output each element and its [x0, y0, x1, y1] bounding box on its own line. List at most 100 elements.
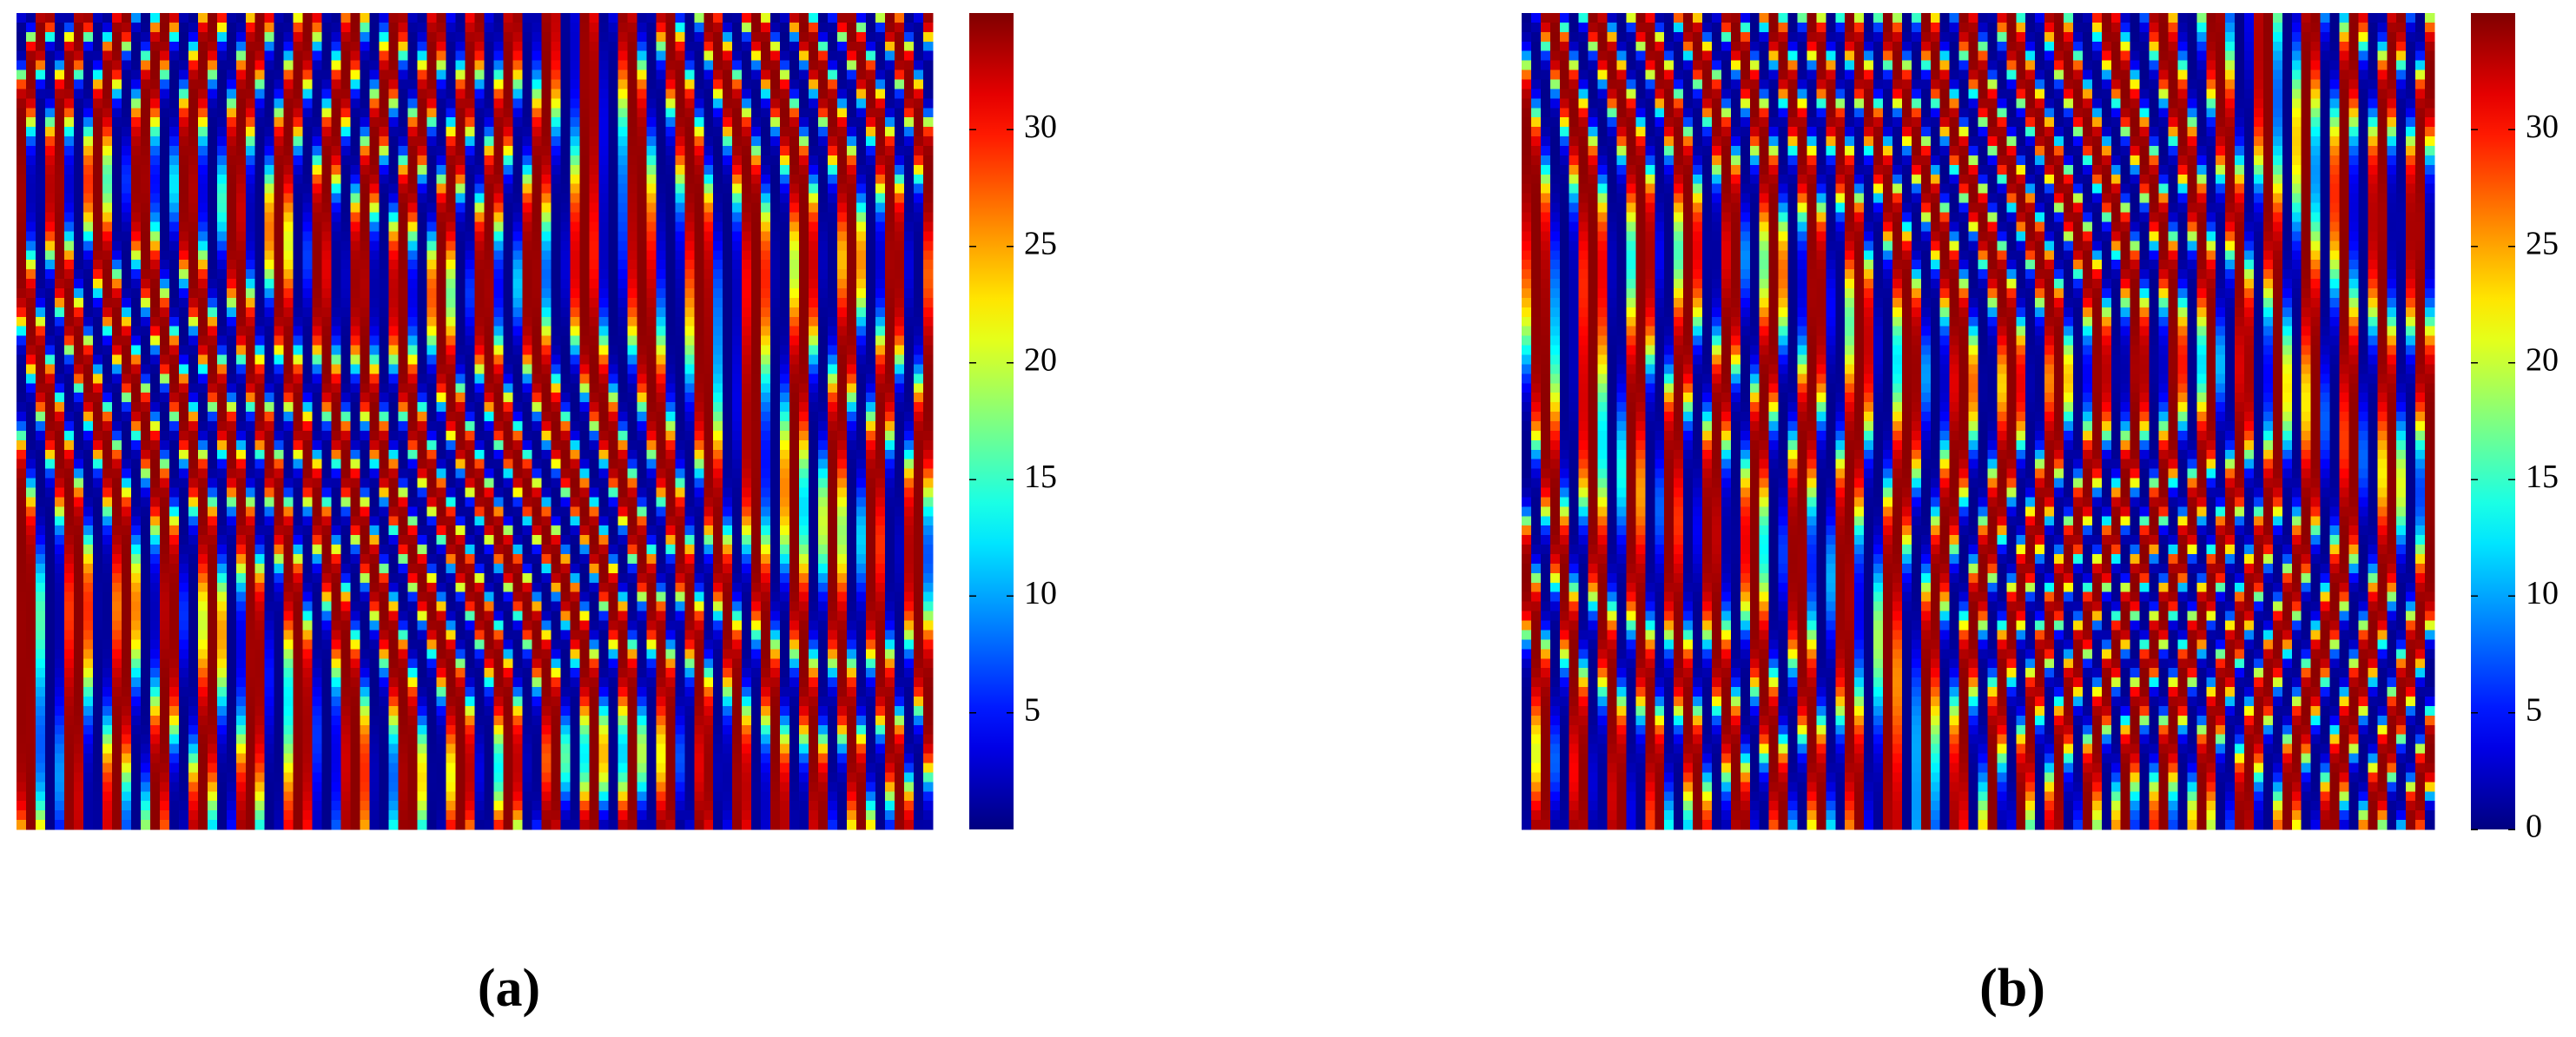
heatmap-cell	[130, 193, 142, 204]
heatmap-cell	[541, 202, 552, 214]
heatmap-cell	[875, 335, 886, 347]
heatmap-cell	[637, 117, 647, 128]
heatmap-cell	[551, 164, 562, 175]
heatmap-cell	[484, 127, 495, 137]
heatmap-cell	[895, 393, 905, 403]
heatmap-cell	[761, 393, 771, 403]
heatmap-cell	[35, 231, 46, 241]
heatmap-cell	[17, 393, 27, 403]
heatmap-cell	[17, 439, 27, 451]
heatmap-cell	[618, 421, 628, 432]
heatmap-cell	[732, 79, 743, 90]
heatmap-cell	[331, 155, 342, 166]
heatmap-cell	[340, 316, 352, 327]
heatmap-cell	[35, 373, 46, 384]
heatmap-cell	[904, 174, 915, 185]
heatmap-cell	[484, 155, 495, 166]
heatmap-cell	[35, 383, 46, 393]
heatmap-cell	[579, 335, 590, 347]
heatmap-cell	[140, 383, 151, 393]
heatmap-cell	[646, 335, 657, 347]
heatmap-cell	[723, 449, 733, 460]
heatmap-cell	[235, 430, 247, 441]
heatmap-cell	[17, 421, 27, 432]
heatmap-cell	[379, 412, 390, 422]
heatmap-cell	[770, 89, 781, 99]
heatmap-cell	[732, 421, 743, 432]
heatmap-cell	[560, 307, 571, 318]
heatmap-cell	[446, 373, 457, 384]
heatmap-cell	[92, 183, 103, 195]
heatmap-cell	[446, 287, 457, 299]
heatmap-cell	[732, 183, 743, 195]
heatmap-cell	[875, 287, 886, 299]
heatmap-cell	[168, 459, 180, 470]
heatmap-cell	[522, 127, 533, 137]
heatmap-cell	[637, 174, 647, 185]
heatmap-cell	[570, 193, 580, 204]
heatmap-cell	[522, 13, 533, 23]
heatmap-cell	[856, 127, 867, 137]
heatmap-cell	[54, 260, 65, 270]
heatmap-cell	[818, 287, 829, 299]
heatmap-cell	[694, 439, 704, 451]
heatmap-cell	[809, 373, 819, 384]
heatmap-cell	[570, 459, 580, 470]
heatmap-cell	[168, 260, 180, 270]
heatmap-cell	[589, 487, 599, 499]
heatmap-cell	[618, 127, 628, 137]
heatmap-cell	[207, 459, 218, 470]
heatmap-cell	[608, 487, 618, 499]
heatmap-cell	[579, 250, 590, 261]
heatmap-cell	[216, 335, 228, 347]
heatmap-cell	[360, 117, 371, 128]
heatmap-cell	[35, 326, 46, 337]
heatmap-cell	[360, 108, 371, 118]
heatmap-cell	[474, 316, 485, 327]
heatmap-cell	[598, 412, 609, 422]
heatmap-cell	[178, 231, 189, 241]
heatmap-cell	[512, 345, 524, 356]
heatmap-cell	[684, 326, 695, 337]
heatmap-cell	[723, 430, 733, 441]
heatmap-cell	[646, 193, 657, 204]
heatmap-cell	[207, 146, 218, 156]
heatmap-cell	[656, 22, 666, 33]
heatmap-cell	[293, 231, 304, 241]
heatmap-cell	[226, 487, 237, 499]
heatmap-cell	[579, 41, 590, 52]
heatmap-cell	[895, 127, 905, 137]
heatmap-cell	[780, 449, 790, 460]
heatmap-cell	[923, 22, 934, 33]
heatmap-cell	[637, 364, 647, 374]
heatmap-cell	[837, 402, 848, 413]
heatmap-cell	[875, 393, 886, 403]
heatmap-cell	[598, 13, 609, 23]
heatmap-cell	[512, 60, 524, 71]
heatmap-cell	[407, 69, 419, 81]
heatmap-cell	[675, 250, 685, 261]
heatmap-cell	[866, 108, 876, 118]
heatmap-cell	[732, 50, 743, 62]
heatmap-cell	[178, 412, 189, 422]
heatmap-cell	[340, 250, 352, 261]
heatmap-cell	[379, 383, 390, 393]
heatmap-cell	[570, 89, 580, 99]
heatmap-cell	[694, 459, 704, 470]
heatmap-cell	[321, 297, 333, 308]
heatmap-cell	[121, 183, 132, 195]
heatmap-cell	[503, 146, 514, 156]
heatmap-cell	[895, 307, 905, 318]
heatmap-cell	[809, 41, 819, 52]
heatmap-cell	[579, 174, 590, 185]
heatmap-cell	[923, 326, 934, 337]
heatmap-cell	[512, 430, 524, 441]
heatmap-cell	[675, 183, 685, 195]
heatmap-cell	[579, 430, 590, 441]
heatmap-cell	[885, 31, 895, 43]
heatmap-cell	[188, 316, 199, 327]
heatmap-cell	[274, 193, 285, 204]
heatmap-cell	[130, 221, 142, 232]
heatmap-cell	[522, 297, 533, 308]
heatmap-cell	[598, 430, 609, 441]
